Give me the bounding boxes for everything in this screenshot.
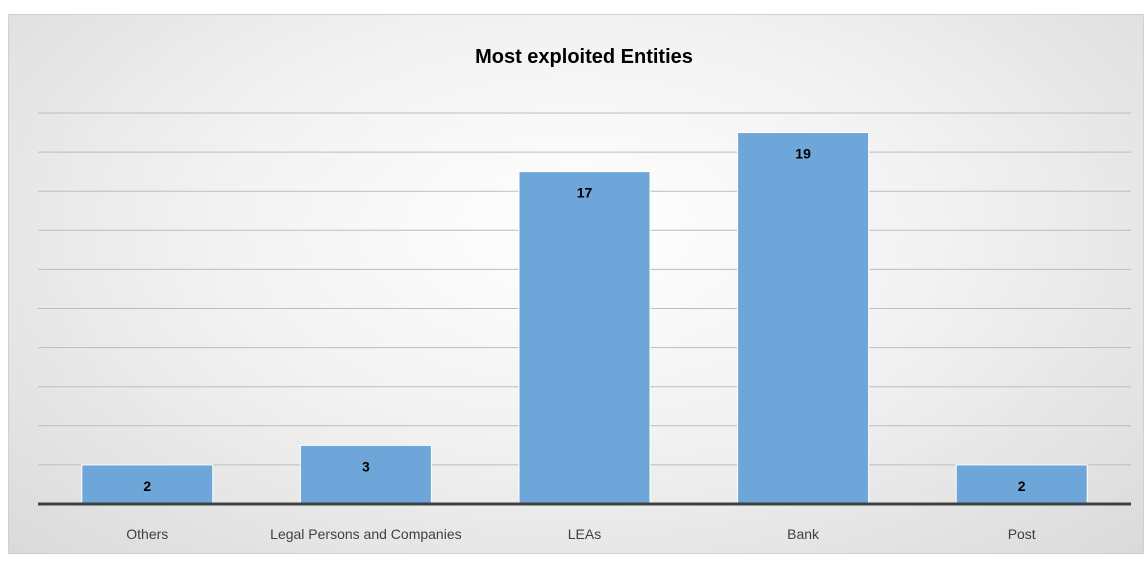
bar-others [81,464,214,505]
bar-post [955,464,1088,505]
chart-title: Most exploited Entities [475,46,693,68]
x-tick-label: Others [126,526,168,542]
data-label: 19 [795,146,811,162]
bar-legal-persons-and-companies [299,444,432,505]
data-label: 2 [1018,478,1026,494]
gridlines [38,112,1131,466]
x-tick-label: Legal Persons and Companies [270,526,461,542]
x-tick-label: Bank [787,526,820,542]
data-label: 17 [577,185,593,201]
bar-leas [518,171,651,505]
data-label: 3 [362,458,370,474]
data-label: 2 [143,478,151,494]
x-tick-label: Post [1008,526,1036,542]
data-labels: 2 3 17 19 2 [143,146,1025,494]
bar-bank [737,132,870,505]
x-axis-tick-labels: Others Legal Persons and Companies LEAs Ban… [126,526,1036,542]
x-tick-label: LEAs [568,526,601,542]
